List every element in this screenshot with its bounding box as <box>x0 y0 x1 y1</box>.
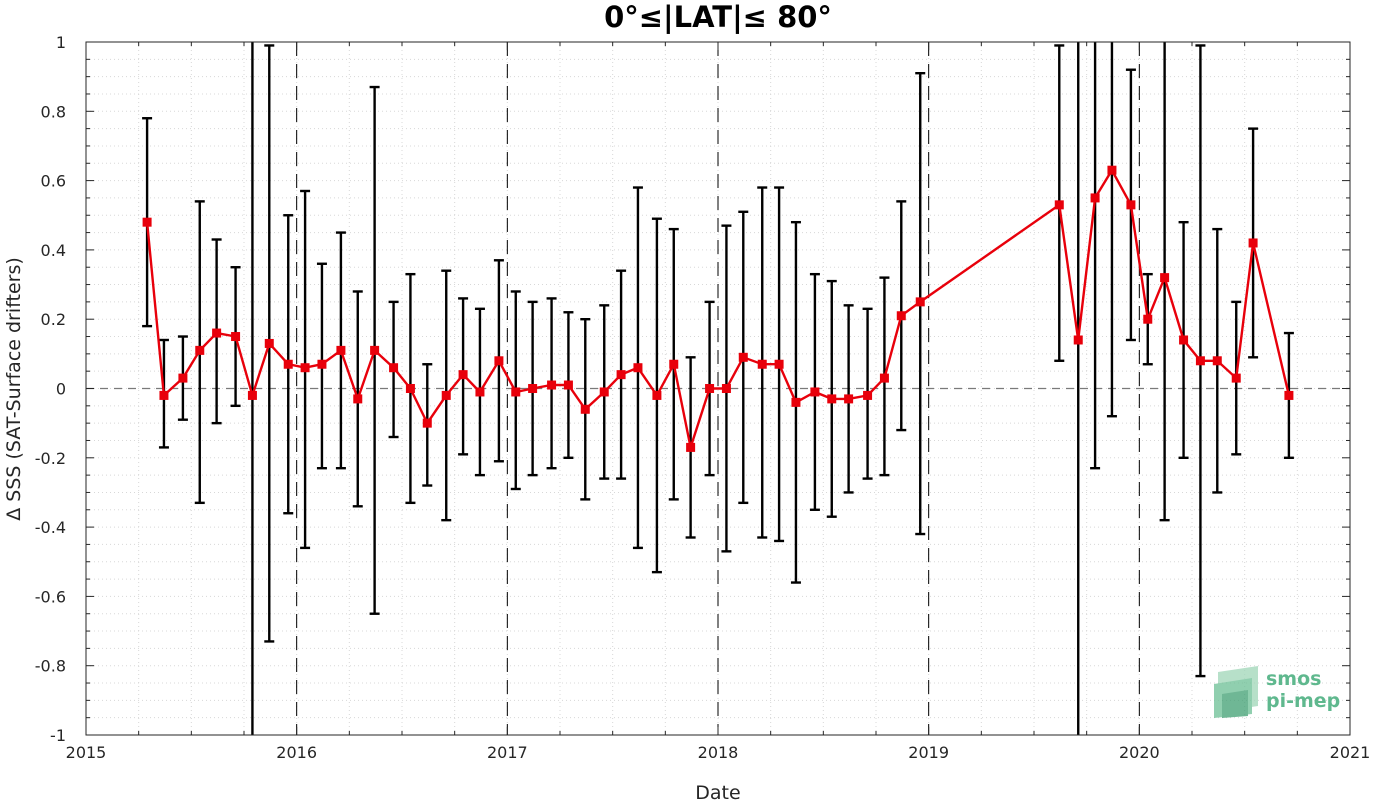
data-point <box>389 363 399 373</box>
data-point <box>370 345 380 355</box>
x-tick-label: 2018 <box>698 743 739 762</box>
data-markers <box>142 165 1294 452</box>
data-point <box>1195 356 1205 366</box>
y-tick-label: 0.2 <box>41 310 66 329</box>
data-point <box>810 387 820 397</box>
year-boundary-lines <box>296 42 1140 735</box>
data-point <box>1090 193 1100 203</box>
data-point <box>599 387 609 397</box>
data-point <box>1284 390 1294 400</box>
data-point <box>1107 165 1117 175</box>
data-point <box>896 311 906 321</box>
data-point <box>195 345 205 355</box>
data-point <box>475 387 485 397</box>
data-point <box>1248 238 1258 248</box>
x-axis-label: Date <box>695 782 740 801</box>
error-bars <box>142 42 1294 735</box>
logo-line1: smos <box>1266 668 1321 690</box>
data-point <box>422 418 432 428</box>
data-point <box>915 297 925 307</box>
data-point <box>441 390 451 400</box>
x-tick-label: 2020 <box>1119 743 1160 762</box>
data-point <box>142 217 152 227</box>
data-point <box>336 345 346 355</box>
data-point <box>721 384 731 393</box>
data-point <box>511 387 521 397</box>
y-tick-label: 0.8 <box>41 102 66 121</box>
data-point <box>827 394 837 404</box>
y-tick-label: -1 <box>50 726 66 745</box>
data-point <box>1179 335 1189 345</box>
data-point <box>212 328 222 338</box>
data-point <box>652 390 662 400</box>
x-tick-label: 2019 <box>908 743 949 762</box>
data-point <box>1212 356 1222 366</box>
logo-mark-icon <box>1214 666 1258 718</box>
data-point <box>791 397 801 407</box>
data-point <box>863 390 873 400</box>
data-point <box>317 359 327 369</box>
x-tick-label: 2017 <box>487 743 528 762</box>
data-point <box>686 442 696 452</box>
data-point <box>178 373 188 383</box>
x-tick-labels: 2015 2016 2017 2018 2019 2020 2021 <box>66 743 1371 762</box>
data-point <box>738 352 748 362</box>
data-point <box>283 359 293 369</box>
data-point <box>405 384 415 393</box>
y-tick-label: -0.2 <box>35 449 66 468</box>
data-point <box>494 356 504 366</box>
data-point <box>1126 200 1136 210</box>
y-tick-label: 1 <box>56 33 66 52</box>
data-point <box>264 338 274 348</box>
data-point <box>774 359 784 369</box>
chart-title: 0°≤|LAT|≤ 80° <box>604 0 832 34</box>
y-tick-label: -0.6 <box>35 587 66 606</box>
data-point <box>563 380 573 390</box>
data-point <box>1054 200 1064 210</box>
data-point <box>1160 273 1170 283</box>
data-point <box>705 384 715 393</box>
data-point <box>879 373 889 383</box>
data-point <box>159 390 169 400</box>
y-axis-label: Δ SSS (SAT-Surface drifters) <box>3 257 25 521</box>
data-point <box>458 370 468 380</box>
x-tick-label: 2015 <box>66 743 107 762</box>
data-point <box>247 390 257 400</box>
data-point <box>580 404 590 414</box>
data-point <box>844 394 854 404</box>
data-point <box>353 394 363 404</box>
data-point <box>757 359 767 369</box>
y-tick-label: 0 <box>56 380 66 399</box>
data-point <box>231 332 241 342</box>
data-point <box>669 359 679 369</box>
x-tick-label: 2016 <box>276 743 317 762</box>
data-point <box>528 384 538 393</box>
y-tick-labels: -1 -0.8 -0.6 -0.4 -0.2 0 0.2 0.4 0.6 0.8 1 <box>35 33 66 745</box>
data-point <box>1073 335 1083 345</box>
data-point <box>547 380 557 390</box>
y-tick-label: 0.4 <box>41 241 66 260</box>
logo-line2: pi-mep <box>1266 690 1340 712</box>
y-tick-label: -0.4 <box>35 518 66 537</box>
y-tick-label: 0.6 <box>41 172 66 191</box>
data-point <box>633 363 643 373</box>
series-line <box>145 167 1291 453</box>
smos-pi-mep-logo: smos pi-mep <box>1214 666 1340 718</box>
data-point <box>1231 373 1241 383</box>
data-point <box>616 370 626 380</box>
axis-ticks <box>85 41 1351 736</box>
data-point <box>300 363 310 373</box>
y-tick-label: -0.8 <box>35 657 66 676</box>
data-point <box>1143 314 1153 324</box>
x-tick-label: 2021 <box>1330 743 1371 762</box>
